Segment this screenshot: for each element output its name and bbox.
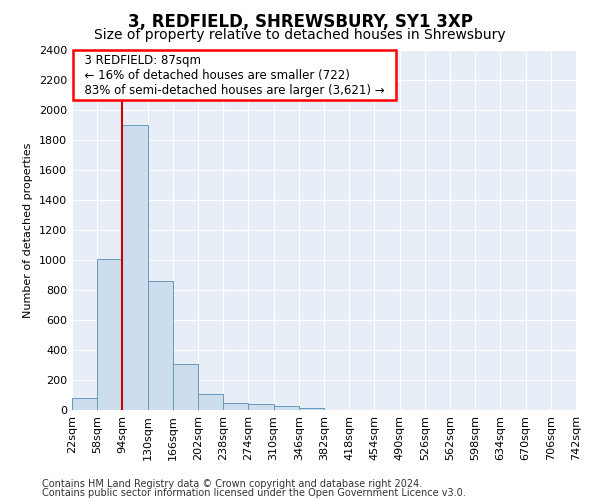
Text: Size of property relative to detached houses in Shrewsbury: Size of property relative to detached ho… — [94, 28, 506, 42]
Bar — [274, 406, 299, 410]
Bar — [97, 258, 122, 410]
Y-axis label: Number of detached properties: Number of detached properties — [23, 142, 34, 318]
Bar — [122, 125, 148, 410]
Text: 3 REDFIELD: 87sqm  
  ← 16% of detached houses are smaller (722)  
  83% of semi: 3 REDFIELD: 87sqm ← 16% of detached hous… — [77, 54, 392, 96]
Bar — [299, 408, 324, 410]
Text: 3, REDFIELD, SHREWSBURY, SY1 3XP: 3, REDFIELD, SHREWSBURY, SY1 3XP — [128, 12, 472, 30]
Bar — [72, 398, 97, 410]
Text: Contains HM Land Registry data © Crown copyright and database right 2024.: Contains HM Land Registry data © Crown c… — [42, 479, 422, 489]
Bar — [198, 394, 223, 410]
Bar — [148, 281, 173, 410]
Text: Contains public sector information licensed under the Open Government Licence v3: Contains public sector information licen… — [42, 488, 466, 498]
Bar — [223, 402, 248, 410]
Bar — [248, 404, 274, 410]
Bar — [173, 364, 198, 410]
